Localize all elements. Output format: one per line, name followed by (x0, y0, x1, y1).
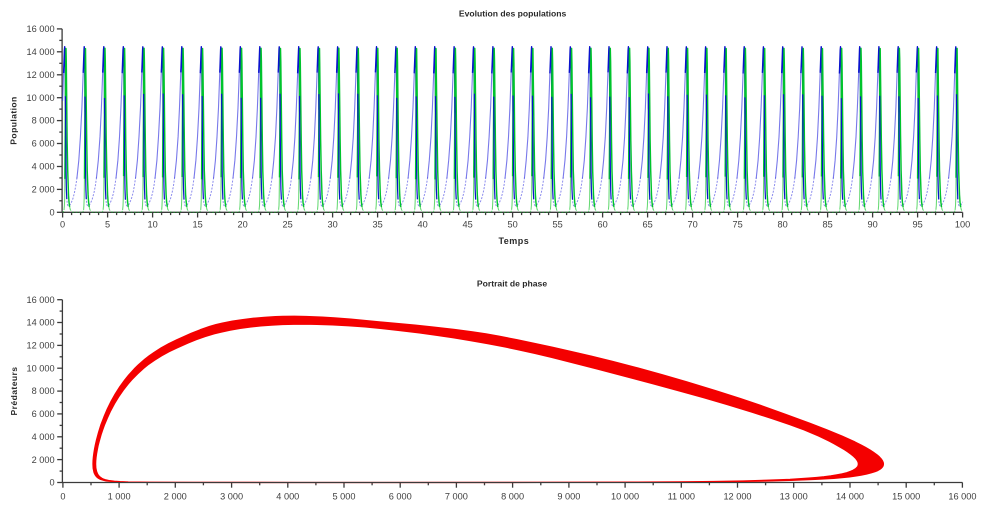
svg-text:50: 50 (507, 220, 517, 230)
svg-text:100: 100 (955, 220, 970, 230)
svg-text:16 000: 16 000 (948, 491, 976, 501)
svg-text:12 000: 12 000 (26, 70, 54, 80)
svg-text:95: 95 (912, 220, 922, 230)
svg-text:75: 75 (732, 220, 742, 230)
svg-text:11 000: 11 000 (668, 491, 695, 501)
svg-text:3 000: 3 000 (220, 491, 243, 501)
svg-text:35: 35 (372, 220, 382, 230)
svg-text:Prédateurs: Prédateurs (9, 367, 19, 416)
svg-text:85: 85 (822, 220, 832, 230)
svg-text:8 000: 8 000 (501, 491, 524, 501)
svg-text:8 000: 8 000 (32, 386, 55, 396)
svg-text:8 000: 8 000 (32, 116, 55, 126)
svg-text:40: 40 (417, 220, 427, 230)
svg-text:6 000: 6 000 (32, 139, 55, 149)
svg-text:0: 0 (49, 478, 54, 488)
svg-text:2 000: 2 000 (164, 491, 187, 501)
svg-text:Portrait de phase: Portrait de phase (477, 278, 547, 288)
svg-text:15 000: 15 000 (892, 491, 920, 501)
svg-text:2 000: 2 000 (32, 455, 55, 465)
svg-text:10: 10 (147, 220, 157, 230)
svg-text:30: 30 (327, 220, 337, 230)
svg-text:13 000: 13 000 (780, 491, 808, 501)
svg-text:2 000: 2 000 (32, 185, 55, 195)
svg-text:25: 25 (282, 220, 292, 230)
svg-text:0: 0 (60, 491, 65, 501)
svg-text:45: 45 (462, 220, 472, 230)
svg-text:7 000: 7 000 (445, 491, 468, 501)
svg-text:14 000: 14 000 (26, 318, 54, 328)
svg-text:70: 70 (687, 220, 697, 230)
svg-text:15: 15 (192, 220, 202, 230)
svg-text:6 000: 6 000 (32, 409, 55, 419)
svg-text:5: 5 (105, 220, 110, 230)
svg-text:12 000: 12 000 (723, 491, 751, 501)
svg-text:55: 55 (552, 220, 562, 230)
svg-text:90: 90 (867, 220, 877, 230)
svg-text:12 000: 12 000 (26, 341, 54, 351)
svg-text:4 000: 4 000 (32, 432, 55, 442)
svg-text:6 000: 6 000 (389, 491, 412, 501)
svg-text:10 000: 10 000 (26, 93, 54, 103)
svg-text:14 000: 14 000 (26, 47, 54, 57)
svg-text:0: 0 (60, 220, 65, 230)
svg-text:Evolution des populations: Evolution des populations (459, 9, 567, 19)
svg-text:0: 0 (49, 207, 54, 217)
svg-text:20: 20 (237, 220, 247, 230)
svg-text:Population: Population (9, 96, 19, 144)
svg-text:16 000: 16 000 (26, 24, 54, 34)
svg-text:65: 65 (642, 220, 652, 230)
svg-text:Temps: Temps (498, 236, 529, 246)
svg-text:60: 60 (597, 220, 607, 230)
svg-text:9 000: 9 000 (557, 491, 580, 501)
svg-text:10 000: 10 000 (26, 363, 54, 373)
svg-text:14 000: 14 000 (836, 491, 864, 501)
svg-text:16 000: 16 000 (26, 295, 54, 305)
svg-text:5 000: 5 000 (333, 491, 356, 501)
svg-text:80: 80 (777, 220, 787, 230)
svg-text:4 000: 4 000 (276, 491, 299, 501)
svg-text:4 000: 4 000 (32, 162, 55, 172)
svg-text:1 000: 1 000 (108, 491, 131, 501)
svg-text:10 000: 10 000 (611, 491, 639, 501)
